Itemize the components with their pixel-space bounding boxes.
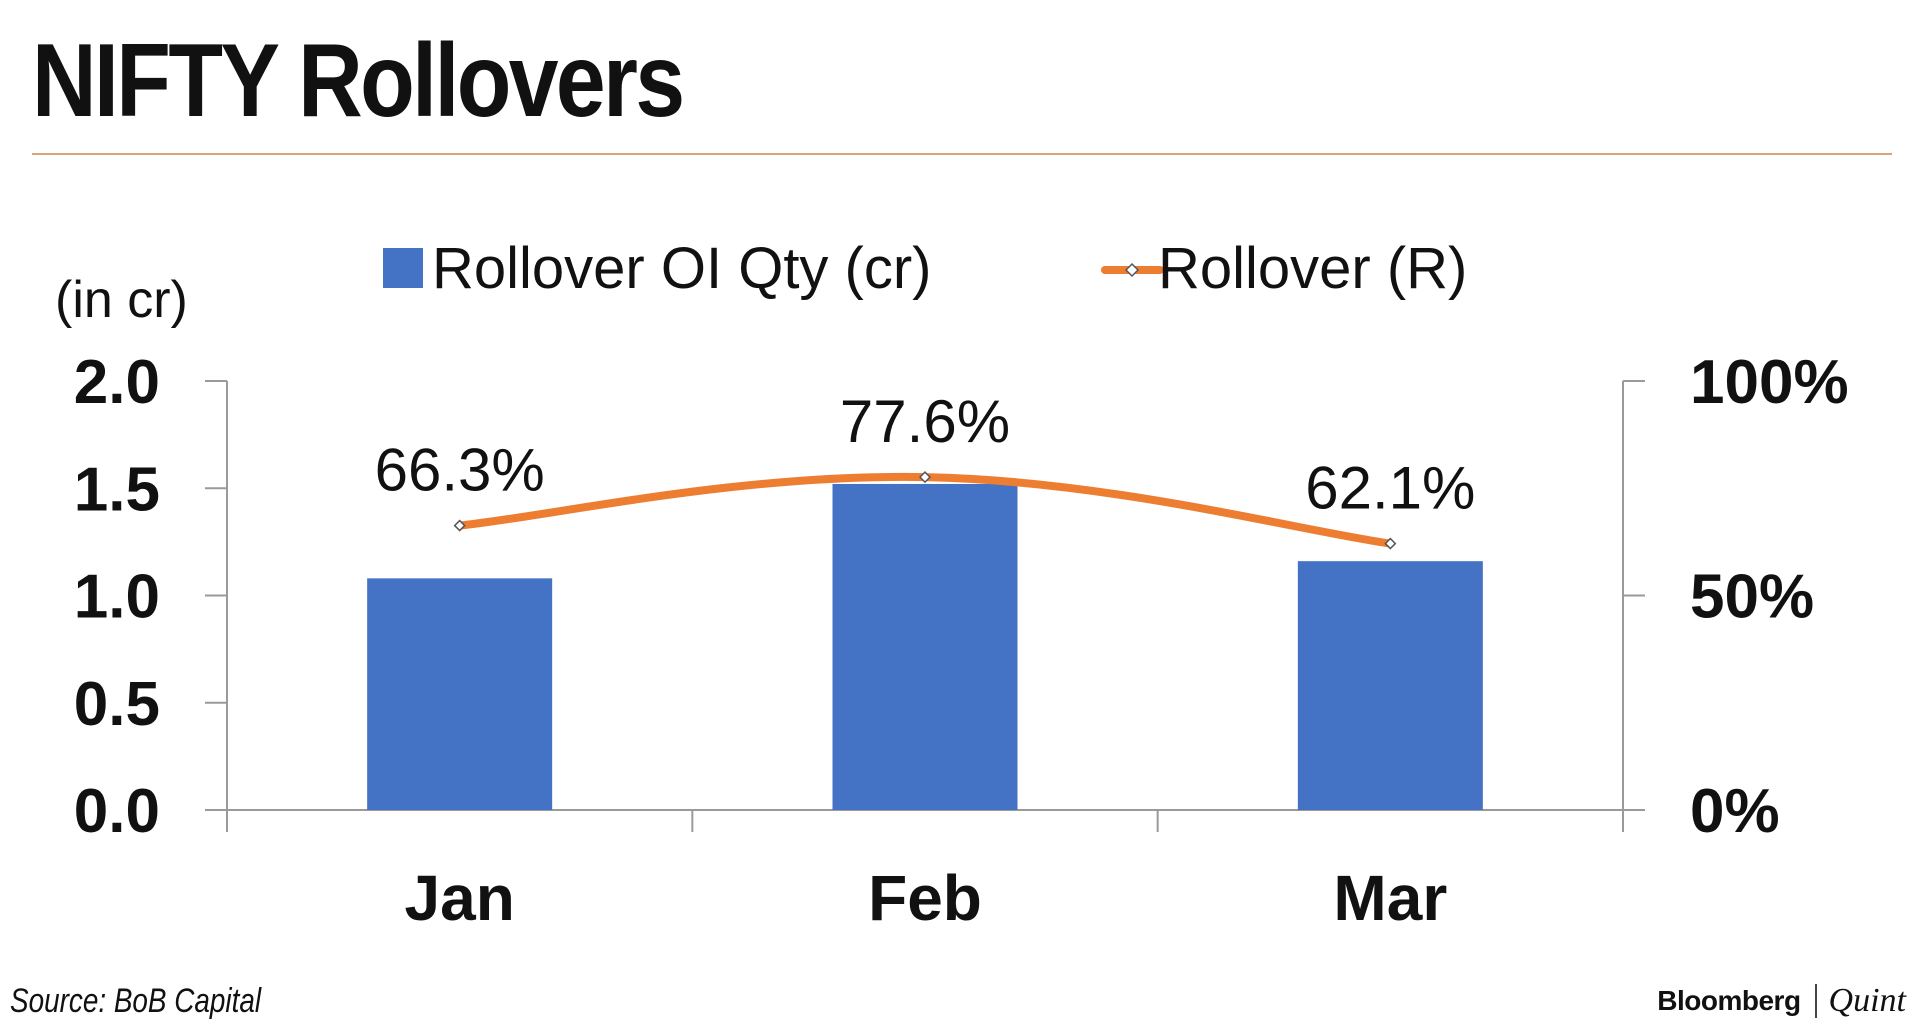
- right-tick-label: 0%: [1690, 777, 1780, 846]
- brand-logo: Bloomberg Quint: [1657, 982, 1906, 1020]
- legend-line-label: Rollover (R): [1158, 236, 1467, 301]
- bar-series: [367, 483, 1483, 810]
- brand-separator: [1814, 984, 1817, 1018]
- rollover-marker: [918, 471, 932, 484]
- bar: [832, 483, 1018, 810]
- left-axis-ticks: 0.0 0.5 1.0 1.5 2.0: [74, 348, 227, 846]
- rollover-data-label: 66.3%: [375, 437, 545, 504]
- rollover-marker: [453, 519, 466, 532]
- source-note: Source: BoB Capital: [10, 982, 262, 1020]
- left-tick-label: 0.5: [74, 670, 160, 739]
- legend-bar-label: Rollover OI Qty (cr): [432, 236, 932, 301]
- line-series: 66.3% 77.6% 62.1%: [375, 388, 1475, 550]
- title-divider: [32, 153, 1892, 155]
- bar: [1297, 561, 1483, 810]
- x-tick-label: Mar: [1333, 862, 1447, 934]
- legend-bar-swatch: [383, 248, 423, 288]
- x-axis-ticks: Jan Feb Mar: [226, 810, 1624, 934]
- x-tick-label: Jan: [405, 862, 515, 934]
- legend-line-marker: [1124, 262, 1140, 278]
- rollover-data-label: 77.6%: [840, 388, 1010, 455]
- bar: [367, 578, 553, 810]
- right-tick-label: 100%: [1690, 348, 1849, 417]
- rollover-data-label: 62.1%: [1305, 455, 1475, 522]
- left-tick-label: 1.5: [74, 455, 160, 524]
- rollover-marker: [1384, 537, 1397, 550]
- left-tick-label: 2.0: [74, 348, 160, 417]
- rollover-chart: Rollover OI Qty (cr) Rollover (R) (in cr…: [55, 236, 1849, 934]
- brand-logo-left: Bloomberg: [1657, 985, 1801, 1016]
- left-tick-label: 0.0: [74, 777, 160, 846]
- right-tick-label: 50%: [1690, 563, 1814, 632]
- left-tick-label: 1.0: [74, 563, 160, 632]
- brand-logo-right: Quint: [1828, 982, 1906, 1019]
- chart-title: NIFTY Rollovers: [32, 23, 685, 139]
- left-axis-title: (in cr): [55, 271, 188, 329]
- legend: Rollover OI Qty (cr) Rollover (R): [383, 236, 1467, 301]
- x-tick-label: Feb: [868, 862, 982, 934]
- right-axis-ticks: 0% 50% 100%: [1623, 348, 1849, 846]
